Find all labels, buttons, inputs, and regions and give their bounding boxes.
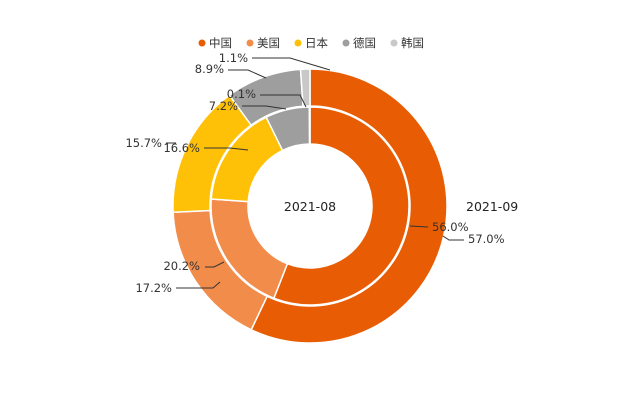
outer-leader-3	[228, 69, 267, 79]
legend-marker-1	[246, 39, 254, 47]
legend-marker-3	[342, 39, 350, 47]
inner-slice-0	[272, 106, 410, 306]
outer-leader-0	[442, 235, 464, 241]
legend-label-0: 中国	[209, 36, 232, 50]
legend-label-4: 韩国	[401, 36, 424, 50]
inner-label-0: 56.0%	[432, 220, 469, 234]
inner-leader-1	[205, 261, 225, 268]
legend-label-3: 德国	[353, 36, 376, 50]
inner-label-2: 16.6%	[163, 141, 200, 155]
outer-leader-4	[252, 57, 331, 71]
outer-label-0: 57.0%	[468, 232, 505, 246]
outer-label-1: 17.2%	[135, 281, 172, 295]
inner-ring	[210, 106, 410, 306]
inner-label-1: 20.2%	[163, 259, 200, 273]
outer-leader-1	[176, 281, 221, 289]
data-labels: 56.0% 20.2% 16.6% 7.2%0.1% 57.0% 17.2% 15.7% 8.…	[125, 51, 504, 295]
legend: 中国 美国 日本 德国 韩国	[198, 36, 424, 50]
outer-label-2: 15.7%	[125, 136, 162, 150]
outer-slice-4	[299, 68, 311, 108]
inner-label-4: 0.1%	[227, 87, 256, 101]
ring-title-inner: 2021-08	[284, 199, 336, 214]
outer-slice-0	[250, 68, 448, 344]
inner-leader-3	[242, 105, 287, 110]
legend-marker-4	[390, 39, 398, 47]
leader-lines	[166, 57, 464, 289]
inner-slice-4	[308, 106, 311, 145]
ring-title-outer: 2021-09	[466, 199, 518, 214]
legend-label-1: 美国	[257, 36, 280, 50]
legend-marker-2	[294, 39, 302, 47]
inner-leader-2	[204, 147, 249, 151]
legend-label-2: 日本	[305, 36, 328, 50]
inner-leader-0	[409, 225, 429, 228]
outer-label-3: 8.9%	[195, 62, 224, 76]
inner-label-3: 7.2%	[209, 99, 238, 113]
outer-label-4: 1.1%	[219, 51, 248, 65]
outer-ring	[172, 68, 448, 344]
inner-leader-4	[260, 94, 307, 108]
legend-marker-0	[198, 39, 206, 47]
